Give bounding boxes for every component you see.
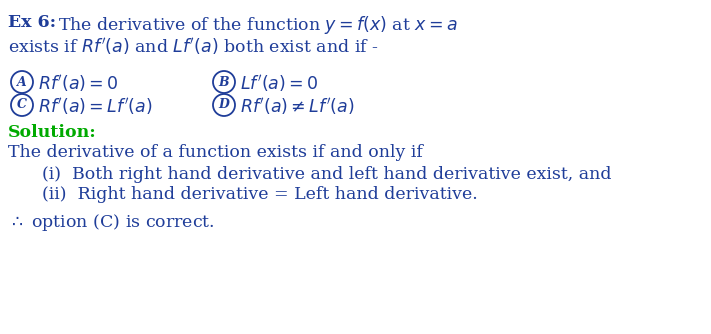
Text: A: A (17, 75, 27, 89)
Text: D: D (218, 99, 230, 112)
Text: B: B (219, 75, 230, 89)
Text: (ii)  Right hand derivative = Left hand derivative.: (ii) Right hand derivative = Left hand d… (42, 186, 478, 203)
Text: $Rf'(a) = 0$: $Rf'(a) = 0$ (38, 73, 119, 94)
Text: The derivative of the function $y = f(x)$ at $x = a$: The derivative of the function $y = f(x)… (58, 14, 458, 36)
Text: (i)  Both right hand derivative and left hand derivative exist, and: (i) Both right hand derivative and left … (42, 166, 611, 183)
Text: The derivative of a function exists if and only if: The derivative of a function exists if a… (8, 144, 423, 161)
Text: $Lf'(a) = 0$: $Lf'(a) = 0$ (240, 73, 319, 94)
Text: exists if $Rf'(a)$ and $Lf'(a)$ both exist and if -: exists if $Rf'(a)$ and $Lf'(a)$ both exi… (8, 36, 379, 57)
Text: $\therefore$ option (C) is correct.: $\therefore$ option (C) is correct. (8, 212, 215, 233)
Text: $Rf'(a) \neq Lf'(a)$: $Rf'(a) \neq Lf'(a)$ (240, 96, 355, 117)
Text: Solution:: Solution: (8, 124, 97, 141)
Text: C: C (17, 99, 27, 112)
Text: $Rf'(a) = Lf'(a)$: $Rf'(a) = Lf'(a)$ (38, 96, 153, 117)
Text: Ex 6:: Ex 6: (8, 14, 56, 31)
